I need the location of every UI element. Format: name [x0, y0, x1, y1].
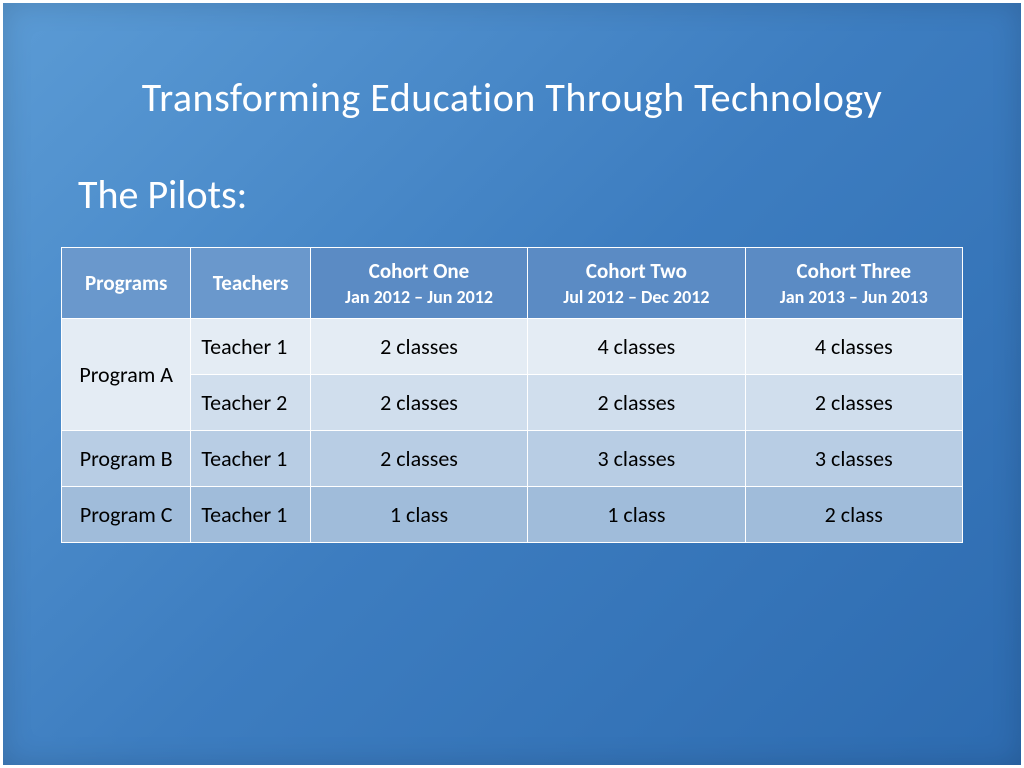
table-row: Teacher 2 2 classes 2 classes 2 classes [62, 375, 963, 431]
cohort-two-title: Cohort Two [586, 258, 687, 284]
cell-cohort1: 2 classes [310, 431, 527, 487]
cell-cohort3: 4 classes [745, 319, 962, 375]
table-row: Program B Teacher 1 2 classes 3 classes … [62, 431, 963, 487]
cohort-three-title: Cohort Three [797, 258, 912, 284]
cohort-one-title: Cohort One [369, 258, 470, 284]
cell-cohort1: 2 classes [310, 319, 527, 375]
cell-program: Program A [62, 319, 191, 431]
cohort-two-subtitle: Jul 2012 – Dec 2012 [532, 286, 740, 308]
col-header-cohort-two: Cohort Two Jul 2012 – Dec 2012 [528, 248, 745, 319]
cohort-three-subtitle: Jan 2013 – Jun 2013 [750, 286, 958, 308]
slide-subtitle: The Pilots: [3, 122, 1021, 219]
pilots-table-container: Programs Teachers Cohort One Jan 2012 – … [3, 219, 1021, 543]
pilots-table: Programs Teachers Cohort One Jan 2012 – … [61, 247, 963, 543]
cell-cohort1: 2 classes [310, 375, 527, 431]
cell-teacher: Teacher 1 [191, 487, 310, 543]
cell-cohort3: 3 classes [745, 431, 962, 487]
cohort-one-subtitle: Jan 2012 – Jun 2012 [315, 286, 523, 308]
slide: Transforming Education Through Technolog… [0, 0, 1024, 768]
cell-cohort3: 2 class [745, 487, 962, 543]
table-row: Program C Teacher 1 1 class 1 class 2 cl… [62, 487, 963, 543]
cell-cohort2: 1 class [528, 487, 745, 543]
cell-program: Program C [62, 487, 191, 543]
cell-cohort3: 2 classes [745, 375, 962, 431]
cell-cohort2: 3 classes [528, 431, 745, 487]
cell-teacher: Teacher 2 [191, 375, 310, 431]
table-row: Program A Teacher 1 2 classes 4 classes … [62, 319, 963, 375]
cell-cohort2: 2 classes [528, 375, 745, 431]
col-header-cohort-one: Cohort One Jan 2012 – Jun 2012 [310, 248, 527, 319]
col-header-teachers: Teachers [191, 248, 310, 319]
col-header-cohort-three: Cohort Three Jan 2013 – Jun 2013 [745, 248, 962, 319]
cell-cohort1: 1 class [310, 487, 527, 543]
table-header-row: Programs Teachers Cohort One Jan 2012 – … [62, 248, 963, 319]
cell-teacher: Teacher 1 [191, 431, 310, 487]
cell-cohort2: 4 classes [528, 319, 745, 375]
col-header-programs: Programs [62, 248, 191, 319]
slide-title: Transforming Education Through Technolog… [3, 3, 1021, 122]
cell-program: Program B [62, 431, 191, 487]
cell-teacher: Teacher 1 [191, 319, 310, 375]
